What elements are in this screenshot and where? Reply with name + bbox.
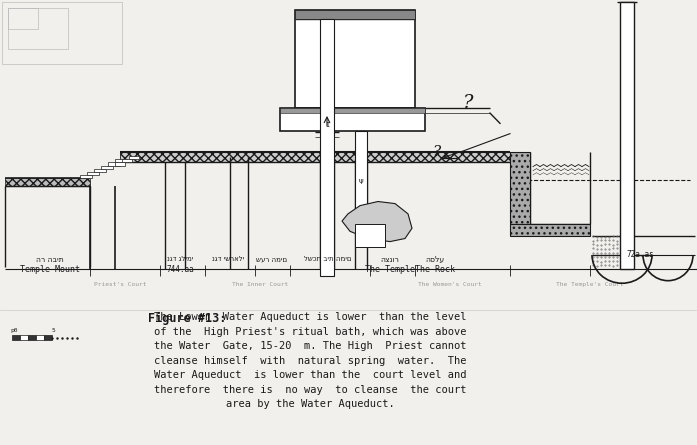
Text: Figure #13:: Figure #13: (148, 312, 227, 325)
Bar (108, 162, 120, 166)
Bar (36, 335, 44, 340)
Text: נגד גלימי: נגד גלימי (167, 256, 193, 262)
Bar (94, 169, 106, 172)
Bar (320, 19, 334, 275)
Bar (122, 159, 132, 162)
Bar (280, 108, 425, 113)
Bar (28, 335, 36, 340)
Bar (20, 335, 28, 340)
Text: הסלע: הסלע (425, 255, 445, 263)
Text: The Temple: The Temple (365, 265, 415, 274)
Text: The Inner Court: The Inner Court (232, 282, 288, 287)
Bar (120, 152, 510, 162)
Text: The Lower  Water Aqueduct is lower  than the level: The Lower Water Aqueduct is lower than t… (154, 312, 466, 322)
Bar (115, 162, 125, 166)
Text: The Temple's Court: The Temple's Court (556, 282, 624, 287)
Text: שער המים: שער המים (256, 256, 288, 262)
Bar (80, 175, 92, 178)
Bar (5, 178, 90, 186)
Bar (355, 224, 385, 247)
Text: therefore  there is  no way  to cleanse  the court: therefore there is no way to cleanse the… (154, 384, 466, 395)
Bar (2, 2, 122, 64)
Bar (280, 108, 425, 130)
Bar (87, 172, 99, 175)
Bar (115, 159, 127, 162)
Text: 744.aa: 744.aa (166, 265, 194, 274)
Text: p0: p0 (10, 328, 17, 333)
Bar (8, 8, 38, 29)
Text: area by the Water Aqueduct.: area by the Water Aqueduct. (226, 399, 395, 409)
Polygon shape (342, 202, 412, 242)
Bar (510, 152, 530, 224)
Text: The Rock: The Rock (415, 265, 455, 274)
Text: I: I (325, 122, 329, 129)
Text: לשכת בית המים: לשכת בית המים (305, 256, 352, 262)
Bar (129, 156, 139, 159)
Bar (620, 2, 634, 269)
Text: הצנור: הצנור (381, 255, 399, 263)
Text: The Women's Court: The Women's Court (418, 282, 482, 287)
Bar (295, 10, 415, 19)
Text: הר הבית: הר הבית (36, 255, 64, 263)
Bar (12, 335, 20, 340)
Bar (101, 166, 113, 169)
Bar (44, 335, 52, 340)
Text: 5: 5 (52, 328, 56, 333)
Text: ψ: ψ (359, 178, 363, 184)
Text: Temple Mount: Temple Mount (20, 265, 80, 274)
Text: cleanse himself  with  natural spring  water.  The: cleanse himself with natural spring wate… (154, 356, 466, 366)
Text: 72a.as: 72a.as (626, 251, 654, 259)
Text: the Water  Gate, 15-20  m. The High  Priest cannot: the Water Gate, 15-20 m. The High Priest… (154, 341, 466, 351)
Text: ?: ? (463, 94, 473, 112)
Text: Water Aqueduct  is lower than the  court level and: Water Aqueduct is lower than the court l… (154, 370, 466, 380)
Bar (355, 130, 367, 233)
Text: Priest's Court: Priest's Court (94, 282, 146, 287)
Text: ?: ? (432, 145, 440, 159)
Text: נגד ישראלי: נגד ישראלי (212, 256, 244, 262)
Text: of the  High Priest's ritual bath, which was above: of the High Priest's ritual bath, which … (154, 327, 466, 336)
Bar (295, 10, 415, 108)
Bar (510, 224, 590, 236)
Bar (8, 8, 68, 49)
